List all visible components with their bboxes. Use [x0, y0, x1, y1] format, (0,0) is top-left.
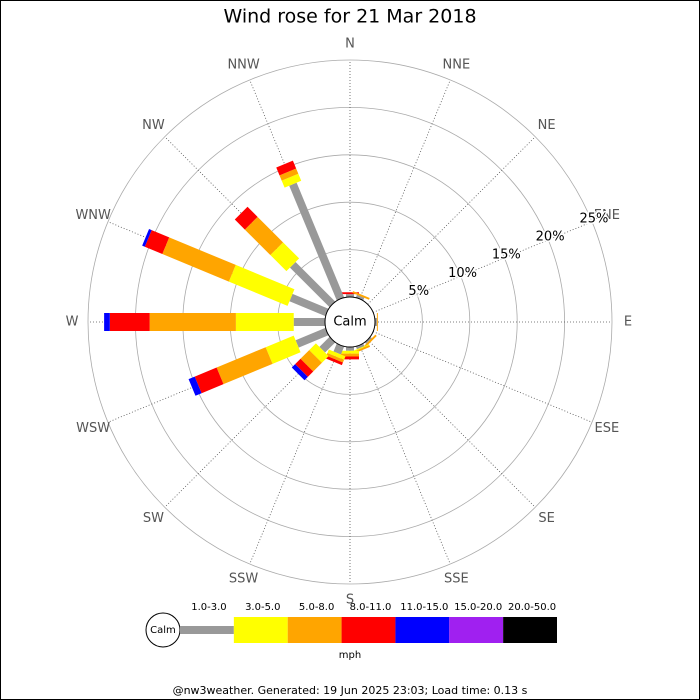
bar-segment — [293, 318, 325, 326]
bar-segment — [362, 334, 377, 349]
legend-swatch — [503, 617, 557, 643]
direction-label: NNW — [227, 58, 259, 73]
bar-segment — [149, 313, 236, 331]
spoke — [372, 221, 593, 313]
bar-segment — [325, 355, 343, 366]
bar-segment — [244, 216, 284, 256]
bar-segment — [309, 343, 329, 363]
direction-label: ESE — [594, 421, 619, 436]
spoke — [359, 344, 451, 565]
bar-segment — [188, 376, 202, 396]
bar-segment — [270, 242, 300, 272]
direction-label: SE — [538, 511, 554, 526]
spoke — [372, 331, 593, 423]
bar-segment — [295, 327, 329, 348]
legend-swatch — [449, 617, 504, 643]
bar-segment — [341, 353, 359, 357]
spoke — [367, 339, 536, 508]
direction-label: NW — [142, 118, 165, 133]
bar-segment — [341, 356, 359, 360]
legend-swatch — [233, 617, 288, 643]
bar-segment — [355, 343, 365, 350]
bar-segment — [265, 335, 301, 364]
direction-label: SSE — [444, 571, 469, 586]
direction-label: SW — [143, 511, 164, 526]
bar-segment — [289, 293, 329, 317]
bar-segment — [346, 347, 354, 351]
r-tick-label: 5% — [408, 284, 429, 299]
spoke — [367, 136, 536, 305]
bar-segment — [235, 313, 294, 331]
direction-label: E — [624, 315, 632, 330]
direction-label: NE — [538, 118, 556, 133]
direction-label: S — [346, 593, 354, 608]
spoke — [249, 344, 341, 565]
legend-label: 15.0-20.0 — [454, 602, 502, 613]
bar-segment — [279, 168, 299, 181]
bar-segment — [319, 336, 336, 353]
bar-segment — [341, 350, 359, 354]
legend-swatch — [180, 626, 234, 634]
direction-label: ENE — [594, 208, 620, 223]
direction-label: N — [345, 37, 355, 52]
bar-segment — [333, 343, 345, 355]
legend-swatch — [341, 617, 396, 643]
legend-label: 1.0-3.0 — [191, 602, 226, 613]
bar-segment — [276, 160, 297, 176]
legend-label: 8.0-11.0 — [350, 602, 392, 613]
bar-segment — [364, 336, 372, 344]
legend-label: 3.0-5.0 — [245, 602, 280, 613]
bar-segment — [327, 349, 346, 360]
unit-label: mph — [339, 650, 361, 661]
bar-segment — [355, 294, 365, 301]
bar-segment — [144, 230, 170, 254]
legend-calm-label: Calm — [150, 625, 176, 636]
grid-ring — [87, 59, 613, 585]
legend-swatch — [395, 617, 450, 643]
bar-segment — [375, 318, 377, 326]
direction-label: WSW — [76, 421, 110, 436]
bar-segment — [295, 358, 314, 377]
bar-segment — [109, 313, 150, 331]
bar-segment — [352, 291, 370, 300]
footer: @nw3weather. Generated: 19 Jun 2025 23:0… — [173, 684, 528, 697]
bar-segment — [228, 264, 295, 306]
bar-segment — [346, 294, 354, 297]
bar-segment — [326, 353, 345, 363]
legend-swatch — [287, 617, 342, 643]
bar-segment — [289, 182, 345, 301]
bar-segment — [234, 206, 258, 230]
bar-segment — [194, 367, 224, 394]
direction-label: W — [66, 315, 79, 330]
calm-circle — [324, 296, 376, 348]
bar-segment — [281, 173, 302, 188]
chart-title: Wind rose for 21 Mar 2018 — [223, 6, 476, 28]
bar-segment — [289, 261, 336, 308]
r-tick-label: 10% — [448, 266, 477, 281]
bar-segment — [352, 344, 370, 353]
bar-segment — [104, 313, 110, 331]
bar-segment — [300, 350, 322, 372]
direction-label: SSW — [229, 571, 259, 586]
r-tick-label: 15% — [492, 248, 521, 263]
bar-segment — [216, 347, 273, 385]
spoke — [359, 79, 451, 300]
bar-segment — [291, 364, 308, 381]
bar-segment — [376, 313, 378, 331]
r-tick-label: 25% — [579, 211, 608, 226]
direction-label: NNE — [443, 58, 471, 73]
bar-segment — [162, 237, 236, 282]
legend-label: 5.0-8.0 — [299, 602, 334, 613]
legend-label: 20.0-50.0 — [508, 602, 556, 613]
r-tick-label: 20% — [536, 230, 565, 245]
bar-segment — [142, 229, 152, 247]
direction-label: WNW — [75, 208, 111, 223]
calm-label: Calm — [333, 315, 366, 330]
legend-label: 11.0-15.0 — [400, 602, 448, 613]
